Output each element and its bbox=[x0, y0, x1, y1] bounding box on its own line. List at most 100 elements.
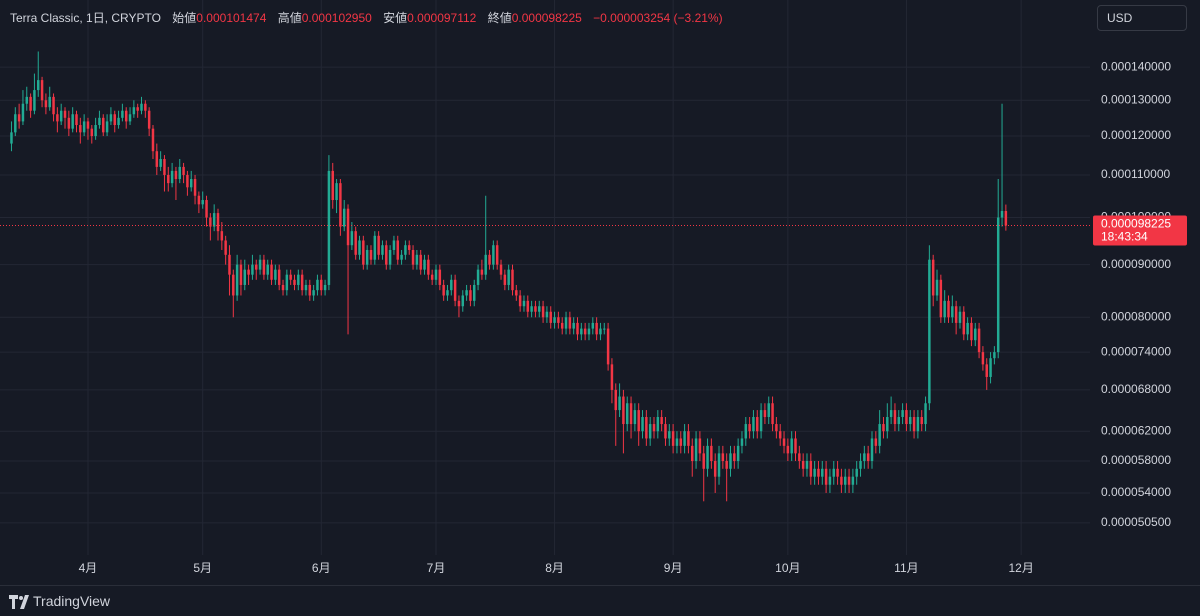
close-value: 0.000098225 bbox=[511, 11, 582, 25]
candle-body bbox=[362, 240, 365, 265]
candle-body bbox=[151, 128, 155, 152]
candle-body bbox=[94, 125, 97, 137]
candle-body bbox=[339, 183, 342, 227]
candle-body bbox=[71, 114, 74, 129]
candle-body bbox=[415, 254, 419, 265]
candle-body bbox=[576, 322, 579, 335]
candle-body bbox=[759, 410, 763, 432]
candle-body bbox=[320, 279, 323, 291]
brand: TradingView bbox=[33, 593, 111, 609]
candle-body bbox=[560, 322, 564, 329]
candle-body bbox=[209, 217, 212, 227]
candle-body bbox=[553, 317, 556, 323]
candle-body bbox=[748, 424, 751, 432]
candle-body bbox=[396, 240, 399, 260]
candle-body bbox=[511, 269, 514, 291]
y-tick-label: 0.000054000 bbox=[1101, 485, 1171, 499]
candle-body bbox=[756, 417, 759, 432]
candle-body bbox=[10, 132, 13, 144]
y-tick-label: 0.000058000 bbox=[1101, 453, 1171, 467]
candle-body bbox=[736, 445, 740, 462]
candle-body bbox=[442, 284, 445, 296]
candle-body bbox=[679, 438, 683, 446]
candle-body bbox=[740, 438, 744, 446]
candle-body bbox=[404, 245, 407, 255]
candle-body bbox=[147, 110, 151, 129]
candle-body bbox=[897, 417, 901, 425]
candle-body bbox=[29, 96, 32, 111]
candle-body bbox=[687, 431, 690, 446]
candle-body bbox=[79, 125, 82, 133]
candle-body bbox=[350, 231, 354, 246]
candle-body bbox=[56, 114, 59, 122]
candle-body bbox=[583, 328, 587, 335]
candle-body bbox=[534, 306, 537, 312]
legend: Terra Classic, 1日, CRYPTO 始値0.000101474 … bbox=[10, 9, 731, 26]
candle-body bbox=[557, 317, 560, 323]
candle-body bbox=[530, 306, 533, 312]
candle-body bbox=[503, 274, 507, 285]
x-tick-label: 9月 bbox=[664, 561, 683, 575]
x-tick-label: 11月 bbox=[894, 561, 918, 575]
candle-body bbox=[342, 208, 346, 227]
candle-body bbox=[545, 311, 549, 318]
candle-body bbox=[212, 213, 216, 227]
candle-body bbox=[201, 200, 204, 205]
candle-body bbox=[935, 279, 939, 296]
candle-body bbox=[499, 264, 503, 275]
candle-body bbox=[388, 249, 392, 265]
candle-body bbox=[385, 245, 388, 265]
candle-body bbox=[300, 274, 304, 291]
candle-body bbox=[174, 170, 178, 180]
candle-body bbox=[136, 107, 139, 111]
close-label: 終値 bbox=[487, 11, 512, 25]
candle-body bbox=[912, 417, 916, 432]
candle-body bbox=[518, 295, 522, 307]
candle-body bbox=[878, 424, 881, 446]
candle-body bbox=[446, 290, 449, 296]
candle-body bbox=[434, 269, 438, 280]
candle-body bbox=[266, 264, 269, 275]
x-tick-label: 7月 bbox=[427, 561, 446, 575]
candle-body bbox=[905, 410, 908, 425]
candle-body bbox=[197, 195, 201, 205]
candle-body bbox=[729, 453, 732, 469]
candle-body bbox=[369, 249, 373, 260]
candle-body bbox=[281, 284, 285, 291]
candle-body bbox=[526, 300, 530, 312]
x-tick-label: 10月 bbox=[775, 561, 800, 575]
candle-body bbox=[775, 424, 778, 432]
candle-body bbox=[170, 170, 174, 184]
candle-body bbox=[648, 424, 652, 439]
candle-body bbox=[893, 410, 897, 425]
candle-body bbox=[966, 322, 969, 335]
candle-body bbox=[606, 328, 610, 365]
candle-body bbox=[178, 166, 181, 180]
candle-body bbox=[671, 431, 675, 446]
candle-body bbox=[423, 259, 426, 270]
candle-body bbox=[920, 417, 923, 425]
candle-body bbox=[37, 80, 40, 91]
candle-body bbox=[851, 476, 855, 485]
candle-body bbox=[186, 174, 189, 188]
candle-body bbox=[247, 269, 250, 275]
y-tick-label: 0.000074000 bbox=[1101, 344, 1171, 358]
candle-body bbox=[599, 328, 602, 335]
candle-body bbox=[691, 445, 694, 462]
candle-body bbox=[824, 468, 828, 485]
candle-body bbox=[381, 245, 384, 255]
candle-body bbox=[140, 103, 143, 111]
currency-button[interactable]: USD bbox=[1097, 5, 1187, 31]
candle-body bbox=[656, 417, 660, 432]
candle-body bbox=[407, 245, 411, 250]
y-tick-label: 0.000120000 bbox=[1101, 128, 1171, 142]
x-tick-label: 5月 bbox=[193, 561, 212, 575]
candle-body bbox=[541, 306, 545, 318]
candle-body bbox=[285, 274, 289, 291]
candle-body bbox=[323, 284, 327, 291]
candle-body bbox=[863, 453, 866, 462]
candle-body bbox=[603, 328, 606, 330]
candle-body bbox=[507, 269, 510, 285]
candle-body bbox=[782, 438, 786, 446]
